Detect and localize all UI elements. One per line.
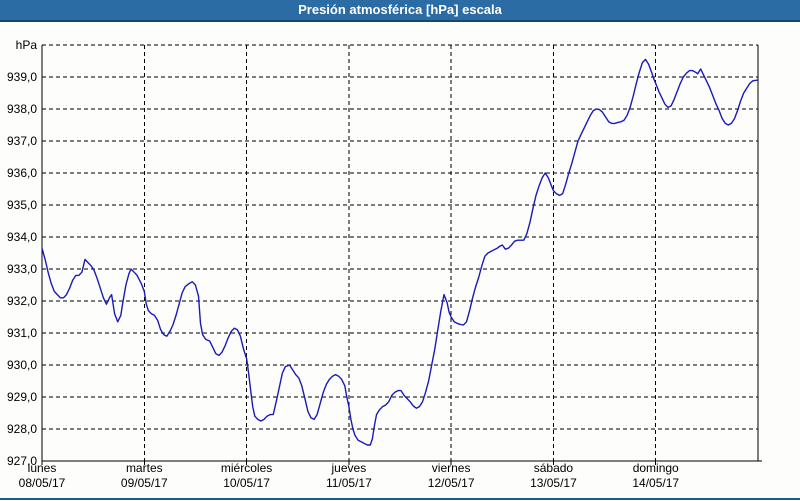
y-axis-label: 933,0: [7, 262, 37, 276]
x-axis-date-label: 08/05/17: [19, 476, 66, 490]
y-axis-label: 929,0: [7, 390, 37, 404]
x-axis-date-label: 14/05/17: [632, 476, 679, 490]
x-axis-day-label: domingo: [633, 461, 679, 475]
x-axis-date-label: 13/05/17: [530, 476, 577, 490]
chart-title: Presión atmosférica [hPa] escala: [298, 2, 502, 17]
x-axis-date-label: 12/05/17: [428, 476, 475, 490]
y-axis-label: 939,0: [7, 70, 37, 84]
y-axis-label: 934,0: [7, 230, 37, 244]
y-axis-label: 938,0: [7, 102, 37, 116]
chart-title-bar: Presión atmosférica [hPa] escala: [0, 0, 800, 22]
pressure-chart-svg: hPa 939,0 938,0 937,0 936,0 935,0 934,0 933,0 93…: [7, 38, 762, 490]
x-axis-day-label: miércoles: [221, 461, 272, 475]
y-axis-label: 927,0: [7, 454, 37, 468]
y-axis-label: 937,0: [7, 134, 37, 148]
y-axis-label: 931,0: [7, 326, 37, 340]
x-axis-date-label: 11/05/17: [326, 476, 372, 490]
y-axis-label: 928,0: [7, 422, 37, 436]
y-axis-label: 936,0: [7, 166, 37, 180]
x-axis-date-label: 10/05/17: [223, 476, 270, 490]
x-axis-day-label: sábado: [534, 461, 574, 475]
y-axis-label: 930,0: [7, 358, 37, 372]
chart-area: hPa 939,0 938,0 937,0 936,0 935,0 934,0 933,0 93…: [0, 22, 800, 498]
pressure-line: [41, 58, 758, 446]
x-axis-day-label: viernes: [432, 461, 471, 475]
y-axis-label: 932,0: [7, 294, 37, 308]
x-axis-day-label: martes: [126, 461, 163, 475]
x-axis-day-label: lunes: [28, 461, 57, 475]
y-axis-label: 935,0: [7, 198, 37, 212]
x-axis-day-label: jueves: [331, 461, 367, 475]
x-axis-date-label: 09/05/17: [121, 476, 168, 490]
y-axis-unit-label: hPa: [16, 38, 38, 52]
